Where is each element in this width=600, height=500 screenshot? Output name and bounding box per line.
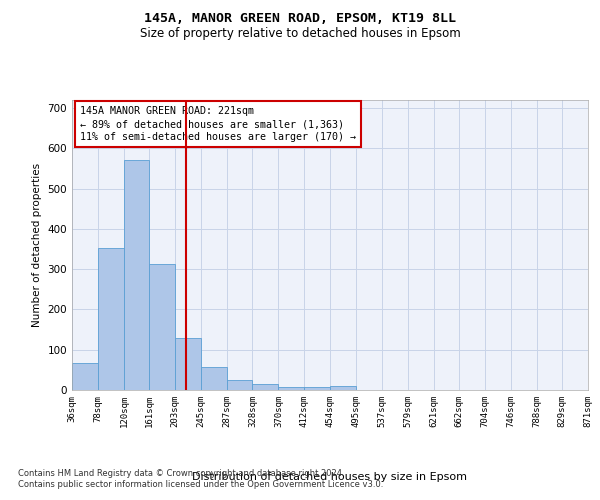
Bar <box>227 380 253 390</box>
Text: Contains public sector information licensed under the Open Government Licence v3: Contains public sector information licen… <box>18 480 383 489</box>
Bar <box>201 367 227 390</box>
Bar <box>72 362 98 390</box>
Text: 145A, MANOR GREEN ROAD, EPSOM, KT19 8LL: 145A, MANOR GREEN ROAD, EPSOM, KT19 8LL <box>144 12 456 26</box>
Bar <box>98 248 124 390</box>
Bar <box>175 338 201 390</box>
Text: Size of property relative to detached houses in Epsom: Size of property relative to detached ho… <box>140 28 460 40</box>
X-axis label: Distribution of detached houses by size in Epsom: Distribution of detached houses by size … <box>193 472 467 482</box>
Y-axis label: Number of detached properties: Number of detached properties <box>32 163 42 327</box>
Bar <box>331 386 356 390</box>
Bar <box>124 160 149 390</box>
Text: 145A MANOR GREEN ROAD: 221sqm
← 89% of detached houses are smaller (1,363)
11% o: 145A MANOR GREEN ROAD: 221sqm ← 89% of d… <box>80 106 356 142</box>
Bar <box>304 387 331 390</box>
Text: Contains HM Land Registry data © Crown copyright and database right 2024.: Contains HM Land Registry data © Crown c… <box>18 468 344 477</box>
Bar <box>253 384 278 390</box>
Bar <box>278 387 304 390</box>
Bar <box>149 264 175 390</box>
